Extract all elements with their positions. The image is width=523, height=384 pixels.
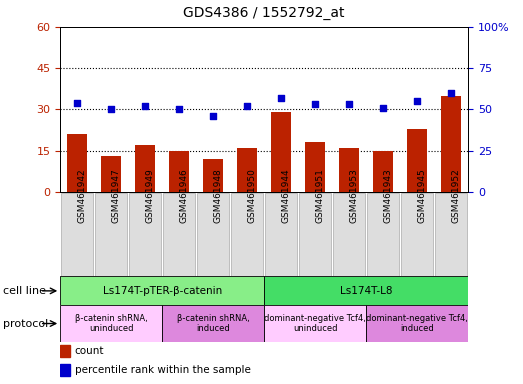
FancyBboxPatch shape — [367, 193, 400, 276]
FancyBboxPatch shape — [60, 305, 162, 342]
Bar — [135, 145, 155, 192]
Text: dominant-negative Tcf4,
uninduced: dominant-negative Tcf4, uninduced — [264, 314, 366, 333]
FancyBboxPatch shape — [264, 305, 366, 342]
Bar — [441, 96, 461, 192]
Text: Ls174T-L8: Ls174T-L8 — [340, 286, 392, 296]
FancyBboxPatch shape — [231, 193, 264, 276]
Point — [413, 98, 422, 104]
Text: Ls174T-pTER-β-catenin: Ls174T-pTER-β-catenin — [103, 286, 222, 296]
Text: percentile rank within the sample: percentile rank within the sample — [75, 365, 251, 375]
FancyBboxPatch shape — [401, 193, 434, 276]
FancyBboxPatch shape — [299, 193, 332, 276]
Point — [379, 105, 388, 111]
Text: GSM461947: GSM461947 — [111, 168, 120, 223]
FancyBboxPatch shape — [129, 193, 162, 276]
Text: GSM461950: GSM461950 — [247, 168, 256, 223]
FancyBboxPatch shape — [264, 276, 468, 305]
FancyBboxPatch shape — [163, 193, 196, 276]
Bar — [60, 364, 70, 376]
Bar — [339, 148, 359, 192]
Bar — [373, 151, 393, 192]
Text: β-catenin shRNA,
uninduced: β-catenin shRNA, uninduced — [75, 314, 147, 333]
FancyBboxPatch shape — [197, 193, 230, 276]
Text: protocol: protocol — [3, 318, 48, 329]
Point — [209, 113, 218, 119]
Point — [447, 90, 456, 96]
Text: GSM461945: GSM461945 — [417, 168, 426, 223]
FancyBboxPatch shape — [162, 305, 264, 342]
Text: GSM461943: GSM461943 — [383, 168, 392, 223]
Bar — [237, 148, 257, 192]
FancyBboxPatch shape — [61, 193, 94, 276]
Bar — [203, 159, 223, 192]
Point — [141, 103, 150, 109]
Text: cell line: cell line — [3, 286, 46, 296]
Bar — [407, 129, 427, 192]
Bar — [67, 134, 87, 192]
FancyBboxPatch shape — [435, 193, 468, 276]
Text: GSM461942: GSM461942 — [77, 168, 86, 223]
Point — [345, 101, 354, 108]
FancyBboxPatch shape — [265, 193, 298, 276]
Point — [73, 100, 82, 106]
Text: GSM461953: GSM461953 — [349, 168, 358, 223]
FancyBboxPatch shape — [366, 305, 468, 342]
Text: GSM461946: GSM461946 — [179, 168, 188, 223]
Text: dominant-negative Tcf4,
induced: dominant-negative Tcf4, induced — [366, 314, 468, 333]
Text: β-catenin shRNA,
induced: β-catenin shRNA, induced — [177, 314, 249, 333]
Bar — [60, 345, 70, 357]
Point — [107, 106, 116, 113]
Text: GSM461944: GSM461944 — [281, 168, 290, 223]
Text: GSM461952: GSM461952 — [451, 168, 460, 223]
FancyBboxPatch shape — [60, 276, 264, 305]
Point — [175, 106, 184, 113]
Bar — [271, 112, 291, 192]
Point — [277, 95, 286, 101]
Bar — [101, 156, 121, 192]
Bar — [169, 151, 189, 192]
Text: GDS4386 / 1552792_at: GDS4386 / 1552792_at — [184, 6, 345, 20]
Text: GSM461948: GSM461948 — [213, 168, 222, 223]
Text: GSM461951: GSM461951 — [315, 168, 324, 223]
Bar — [305, 142, 325, 192]
Point — [243, 103, 252, 109]
Point — [311, 101, 320, 108]
FancyBboxPatch shape — [95, 193, 128, 276]
Text: count: count — [75, 346, 104, 356]
FancyBboxPatch shape — [333, 193, 366, 276]
Text: GSM461949: GSM461949 — [145, 168, 154, 223]
